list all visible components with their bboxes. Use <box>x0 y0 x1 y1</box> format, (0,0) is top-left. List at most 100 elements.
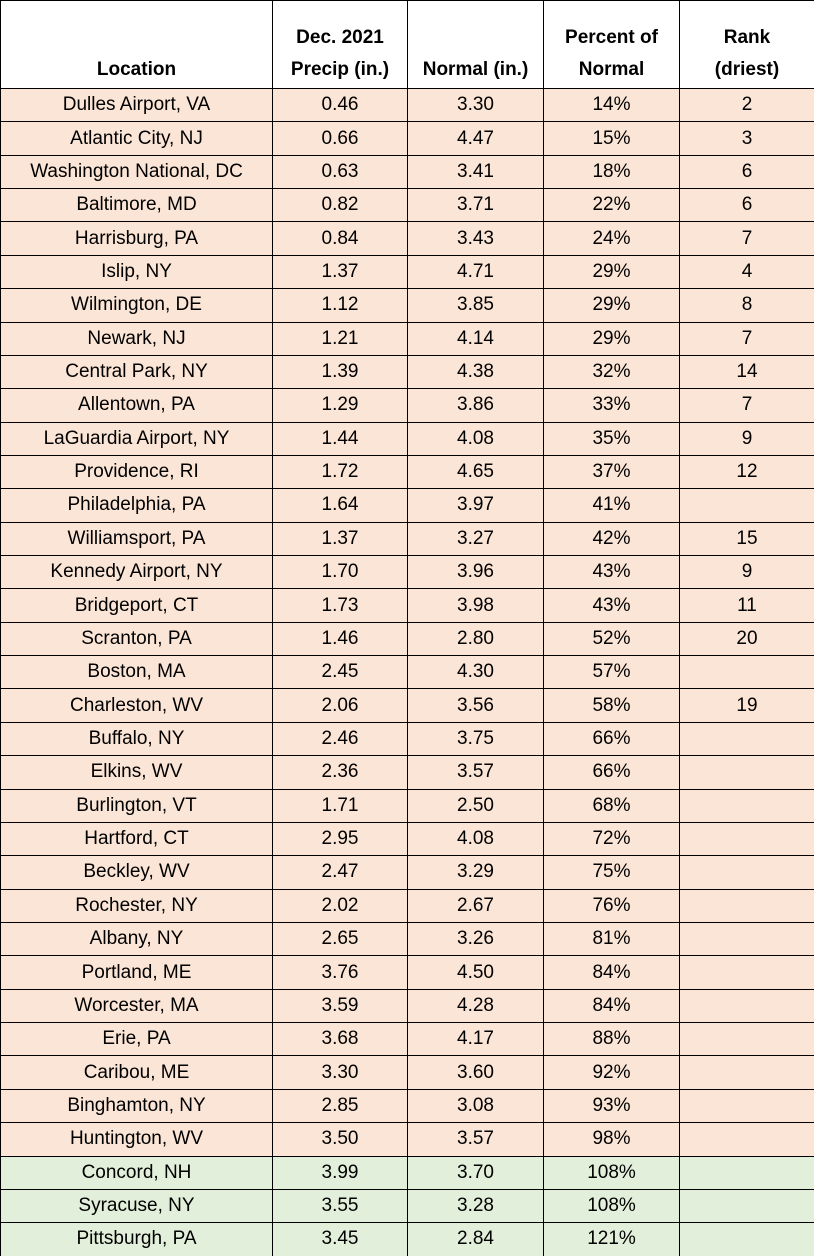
value-cell <box>679 1188 814 1224</box>
value-cell: 22% <box>543 188 680 223</box>
value-cell: 3.50 <box>272 1122 408 1157</box>
value-cell: 3.76 <box>272 955 408 990</box>
location-cell: Burlington, VT <box>0 788 273 823</box>
value-cell: 2.50 <box>407 788 544 823</box>
value-cell: 4 <box>679 254 814 290</box>
value-cell: 3.60 <box>407 1055 544 1090</box>
column-header: Percent of Normal <box>543 0 680 89</box>
value-cell: 1.44 <box>272 421 408 456</box>
table-row: Portland, ME 3.76 4.50 84% <box>0 955 814 990</box>
value-cell: 2.95 <box>272 821 408 857</box>
table-row: Dulles Airport, VA 0.46 3.30 14% 2 <box>0 87 814 123</box>
location-cell: Islip, NY <box>0 254 273 290</box>
value-cell: 32% <box>543 354 680 390</box>
value-cell: 66% <box>543 755 680 790</box>
location-cell: Hartford, CT <box>0 821 273 857</box>
location-cell: Erie, PA <box>0 1022 273 1057</box>
value-cell <box>679 955 814 990</box>
value-cell: 7 <box>679 388 814 423</box>
location-cell: Philadelphia, PA <box>0 488 273 523</box>
value-cell: 1.72 <box>272 454 408 490</box>
location-cell: Concord, NH <box>0 1155 273 1190</box>
location-cell: Bridgeport, CT <box>0 588 273 623</box>
table-row: Kennedy Airport, NY 1.70 3.96 43% 9 <box>0 555 814 590</box>
value-cell: 18% <box>543 154 680 190</box>
value-cell: 2.67 <box>407 888 544 923</box>
location-cell: Boston, MA <box>0 655 273 690</box>
value-cell <box>679 821 814 857</box>
value-cell <box>679 921 814 957</box>
value-cell: 2.47 <box>272 855 408 890</box>
location-cell: Charleston, WV <box>0 688 273 723</box>
value-cell: 4.71 <box>407 254 544 290</box>
value-cell <box>679 1122 814 1157</box>
value-cell: 3.45 <box>272 1222 408 1256</box>
value-cell: 2.06 <box>272 688 408 723</box>
value-cell: 4.14 <box>407 321 544 356</box>
value-cell: 29% <box>543 254 680 290</box>
value-cell: 3.56 <box>407 688 544 723</box>
location-cell: Elkins, WV <box>0 755 273 790</box>
value-cell: 2.80 <box>407 621 544 657</box>
table-row: Bridgeport, CT 1.73 3.98 43% 11 <box>0 588 814 623</box>
location-cell: Pittsburgh, PA <box>0 1222 273 1256</box>
value-cell: 108% <box>543 1155 680 1190</box>
value-cell: 3 <box>679 121 814 156</box>
location-cell: Washington National, DC <box>0 154 273 190</box>
table-row: Atlantic City, NJ 0.66 4.47 15% 3 <box>0 121 814 156</box>
location-cell: Huntington, WV <box>0 1122 273 1157</box>
table-row: Central Park, NY 1.39 4.38 32% 14 <box>0 354 814 390</box>
value-cell: 0.84 <box>272 221 408 256</box>
value-cell: 1.12 <box>272 288 408 323</box>
column-header: Location <box>0 0 273 89</box>
value-cell: 1.73 <box>272 588 408 623</box>
header-row: Location Dec. 2021 Precip (in.) Normal (in… <box>0 0 814 89</box>
value-cell: 3.57 <box>407 755 544 790</box>
table-row: Islip, NY 1.37 4.71 29% 4 <box>0 254 814 290</box>
value-cell: 2 <box>679 87 814 123</box>
location-cell: Albany, NY <box>0 921 273 957</box>
value-cell <box>679 1022 814 1057</box>
value-cell: 66% <box>543 721 680 757</box>
location-cell: Caribou, ME <box>0 1055 273 1090</box>
value-cell: 3.41 <box>407 154 544 190</box>
table-row: Albany, NY 2.65 3.26 81% <box>0 921 814 957</box>
value-cell <box>679 721 814 757</box>
location-cell: Wilmington, DE <box>0 288 273 323</box>
value-cell <box>679 855 814 890</box>
location-cell: LaGuardia Airport, NY <box>0 421 273 456</box>
value-cell: 2.36 <box>272 755 408 790</box>
table-row: Concord, NH 3.99 3.70 108% <box>0 1155 814 1190</box>
location-cell: Beckley, WV <box>0 855 273 890</box>
value-cell: 3.86 <box>407 388 544 423</box>
location-cell: Baltimore, MD <box>0 188 273 223</box>
value-cell: 15% <box>543 121 680 156</box>
value-cell: 3.75 <box>407 721 544 757</box>
value-cell: 84% <box>543 955 680 990</box>
location-cell: Atlantic City, NJ <box>0 121 273 156</box>
value-cell: 0.46 <box>272 87 408 123</box>
value-cell: 4.28 <box>407 988 544 1024</box>
value-cell: 58% <box>543 688 680 723</box>
value-cell: 52% <box>543 621 680 657</box>
table-row: Newark, NJ 1.21 4.14 29% 7 <box>0 321 814 356</box>
table-row: Caribou, ME 3.30 3.60 92% <box>0 1055 814 1090</box>
table-row: LaGuardia Airport, NY 1.44 4.08 35% 9 <box>0 421 814 456</box>
value-cell: 2.85 <box>272 1088 408 1124</box>
value-cell: 3.97 <box>407 488 544 523</box>
value-cell: 6 <box>679 154 814 190</box>
location-cell: Rochester, NY <box>0 888 273 923</box>
value-cell: 2.46 <box>272 721 408 757</box>
value-cell: 4.08 <box>407 421 544 456</box>
value-cell: 3.70 <box>407 1155 544 1190</box>
value-cell: 0.82 <box>272 188 408 223</box>
table-row: Boston, MA 2.45 4.30 57% <box>0 655 814 690</box>
location-cell: Newark, NJ <box>0 321 273 356</box>
value-cell: 108% <box>543 1188 680 1224</box>
table-row: Wilmington, DE 1.12 3.85 29% 8 <box>0 288 814 323</box>
value-cell: 43% <box>543 555 680 590</box>
value-cell: 43% <box>543 588 680 623</box>
table-row: Charleston, WV 2.06 3.56 58% 19 <box>0 688 814 723</box>
value-cell: 1.29 <box>272 388 408 423</box>
